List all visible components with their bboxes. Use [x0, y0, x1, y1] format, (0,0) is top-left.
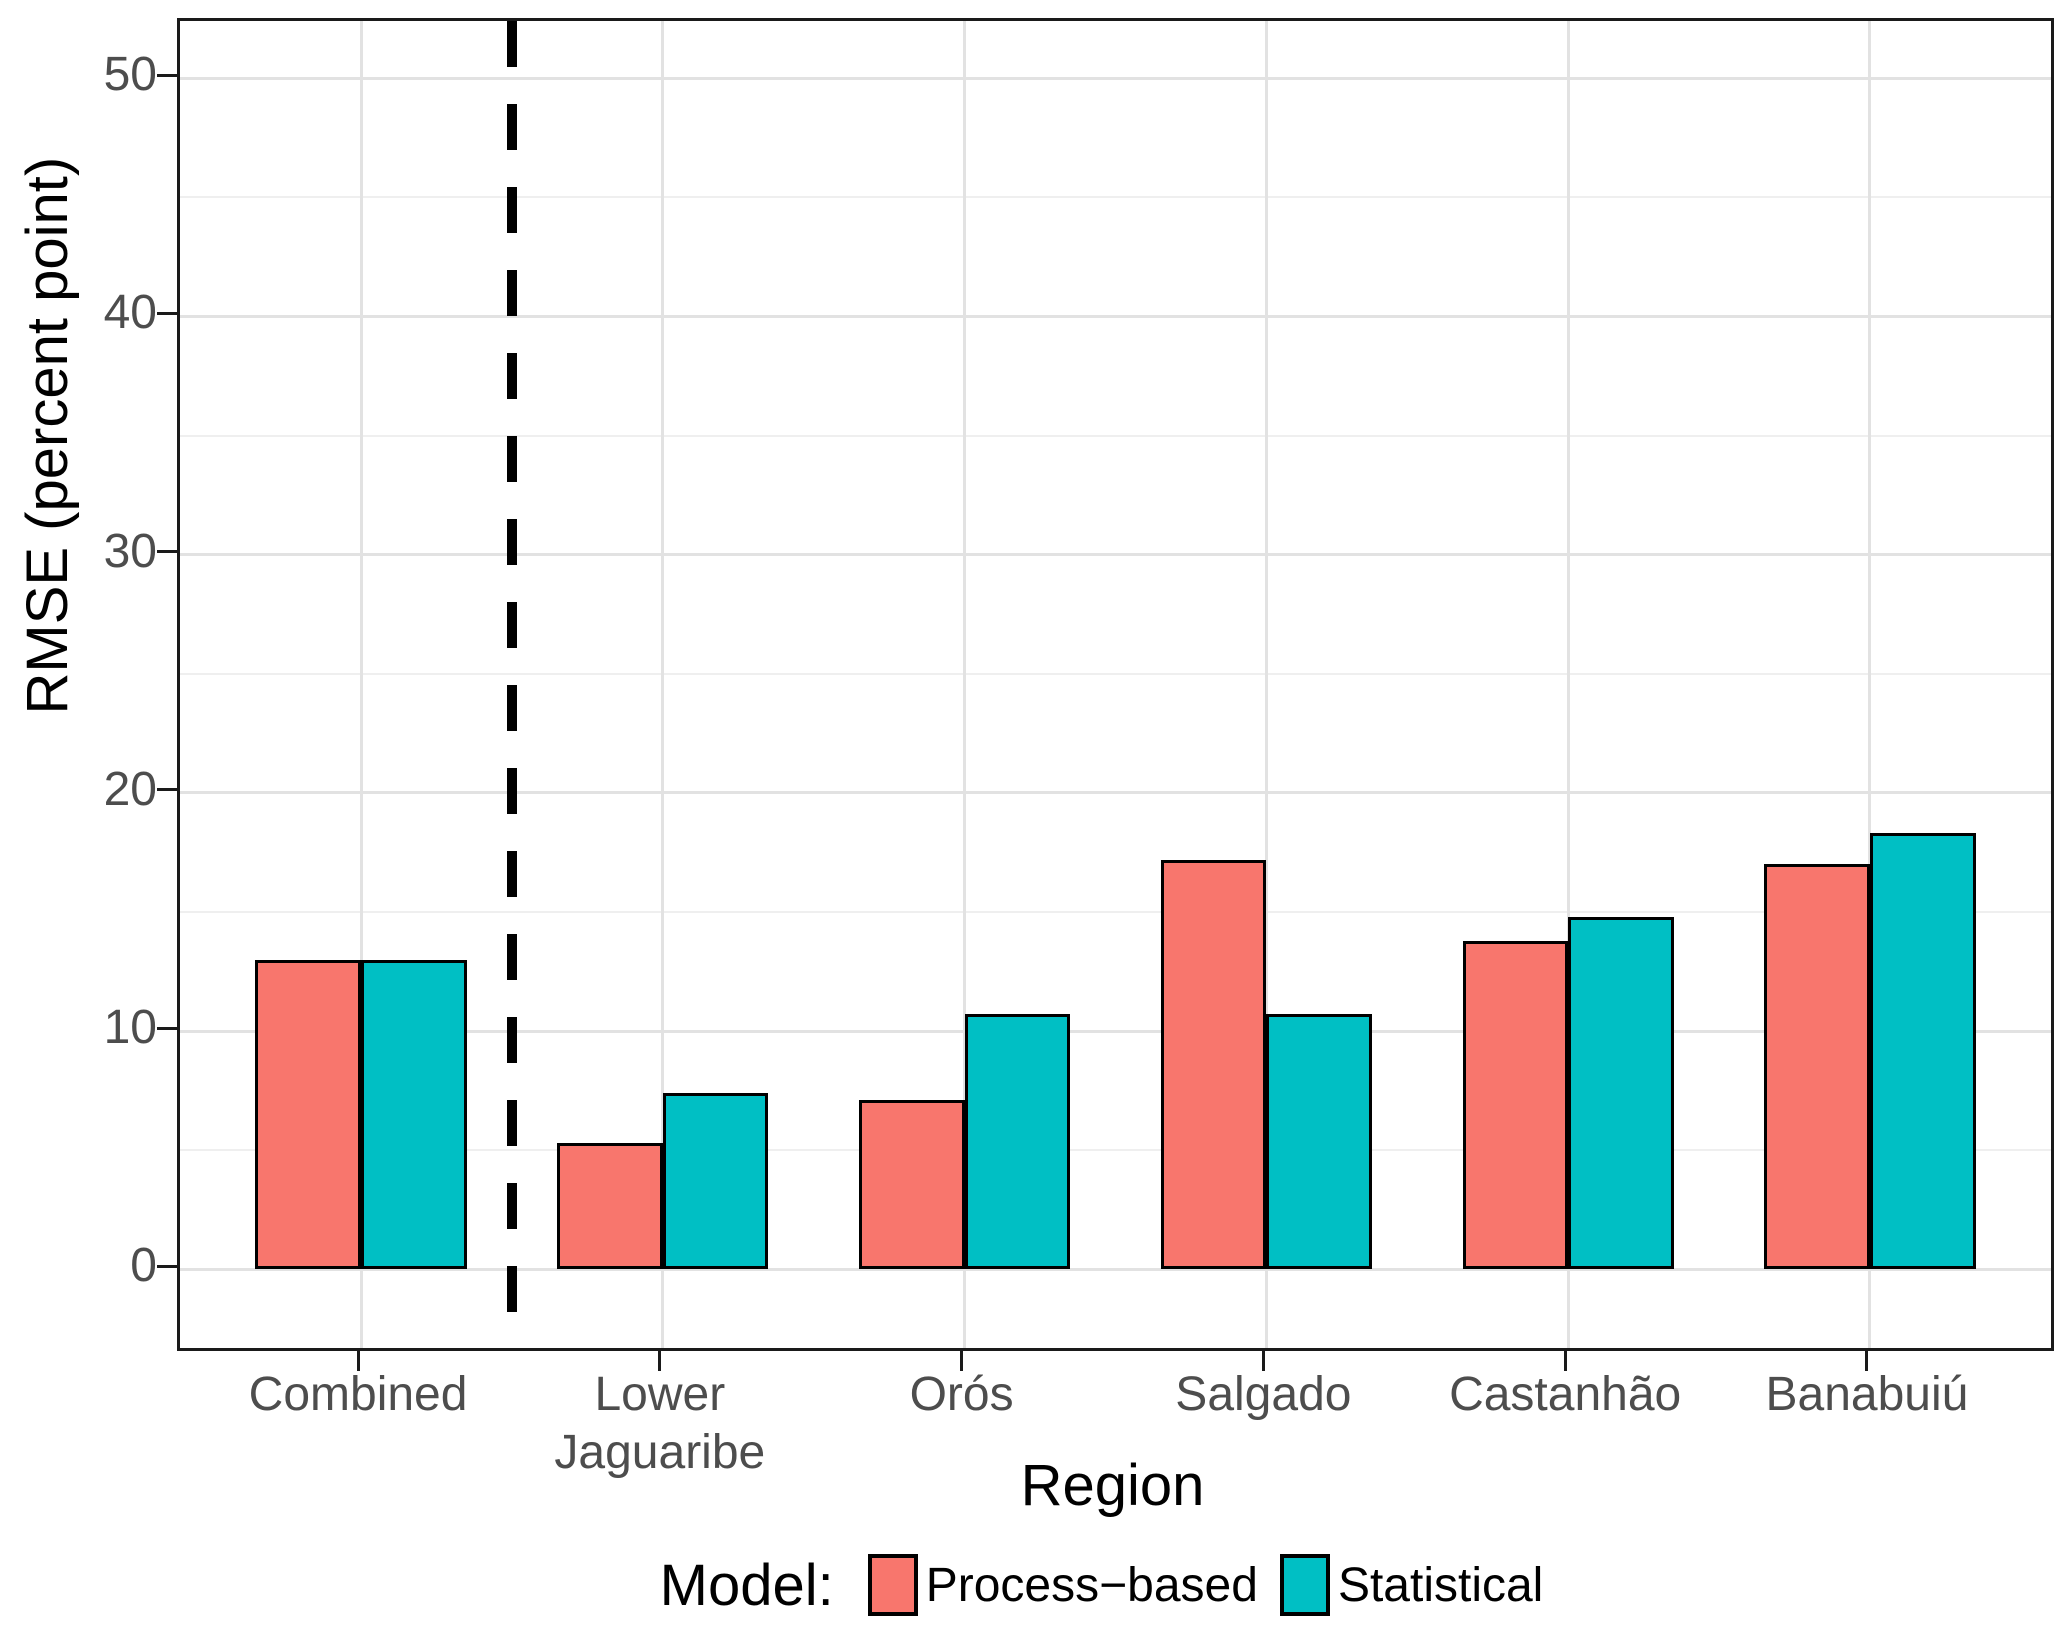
major-gridline-x-lower-jaguaribe: [661, 21, 665, 1348]
x-axis-title: Region: [1020, 1453, 1205, 1518]
major-gridline-y-50: [180, 76, 2051, 80]
legend-title: Model:: [659, 1552, 834, 1618]
major-gridline-x-banabuiu: [1868, 21, 1872, 1348]
minor-gridline-y-5: [180, 1149, 2051, 1152]
y-tick-mark-20: [157, 788, 177, 792]
x-tick-label-banabuiu: Banabuiú: [1765, 1368, 1969, 1421]
x-tick-label-lower-jaguaribe: Lower Jaguaribe: [554, 1368, 766, 1479]
legend: Model: Process−based Statistical: [177, 1548, 2048, 1622]
major-gridline-y-20: [180, 791, 2051, 795]
major-gridline-y-0: [180, 1267, 2051, 1271]
major-gridline-y-30: [180, 553, 2051, 557]
bar-statistical-combined: [361, 959, 467, 1270]
bar-statistical-lower-jaguaribe: [662, 1093, 769, 1270]
x-tick-mark-lower-jaguaribe: [658, 1351, 662, 1371]
legend-swatch-statistical: [1279, 1554, 1330, 1616]
y-tick-label-20: 20: [103, 762, 157, 816]
x-tick-mark-oros: [960, 1351, 964, 1371]
dashed-separator-line: [506, 21, 517, 1348]
bar-process-based-lower-jaguaribe: [557, 1143, 663, 1270]
legend-label-process-based: Process−based: [925, 1558, 1258, 1612]
bar-process-based-salgado: [1160, 859, 1267, 1270]
bar-statistical-banabuiu: [1869, 833, 1976, 1270]
x-tick-label-castanhao: Castanhão: [1449, 1368, 1682, 1421]
y-axis-title: RMSE (percent point): [15, 156, 80, 715]
x-tick-mark-combined: [356, 1351, 360, 1371]
plot-panel: [177, 18, 2054, 1351]
legend-swatch-process-based: [867, 1554, 918, 1616]
major-gridline-y-10: [180, 1029, 2051, 1033]
x-tick-label-oros: Orós: [909, 1368, 1014, 1421]
y-tick-mark-0: [157, 1264, 177, 1268]
bar-process-based-banabuiu: [1764, 864, 1870, 1270]
y-tick-mark-10: [157, 1026, 177, 1030]
bar-process-based-combined: [255, 959, 362, 1270]
x-tick-mark-salgado: [1261, 1351, 1265, 1371]
x-tick-mark-castanhao: [1563, 1351, 1567, 1371]
bar-statistical-oros: [964, 1014, 1071, 1270]
y-tick-mark-40: [157, 311, 177, 315]
y-tick-label-10: 10: [103, 1001, 157, 1055]
major-gridline-y-40: [180, 314, 2051, 318]
legend-label-statistical: Statistical: [1337, 1558, 1544, 1612]
major-gridline-x-salgado: [1264, 21, 1268, 1348]
x-tick-label-combined: Combined: [248, 1368, 468, 1421]
minor-gridline-y-35: [180, 434, 2051, 437]
y-tick-mark-30: [157, 550, 177, 554]
major-gridline-x-combined: [359, 21, 363, 1348]
minor-gridline-y-15: [180, 911, 2051, 914]
minor-gridline-y-45: [180, 196, 2051, 199]
minor-gridline-y-25: [180, 672, 2051, 675]
y-tick-label-0: 0: [130, 1239, 157, 1293]
bar-process-based-oros: [858, 1100, 965, 1270]
x-tick-mark-banabuiu: [1865, 1351, 1869, 1371]
major-gridline-x-castanhao: [1566, 21, 1570, 1348]
bar-process-based-castanhao: [1462, 940, 1569, 1270]
y-tick-mark-50: [157, 73, 177, 77]
y-tick-label-50: 50: [103, 48, 157, 102]
y-tick-label-30: 30: [103, 524, 157, 578]
major-gridline-x-oros: [963, 21, 967, 1348]
bar-statistical-castanhao: [1568, 916, 1674, 1270]
bar-statistical-salgado: [1266, 1014, 1372, 1270]
x-tick-label-salgado: Salgado: [1175, 1368, 1352, 1421]
y-tick-label-40: 40: [103, 286, 157, 340]
